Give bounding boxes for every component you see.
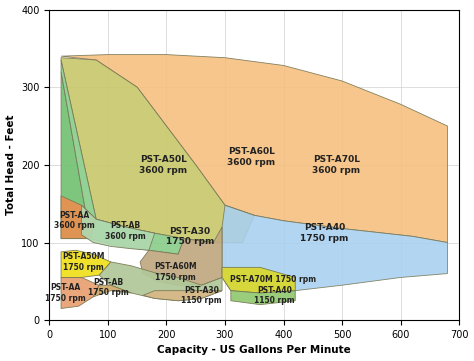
Polygon shape (61, 55, 447, 243)
Polygon shape (82, 205, 155, 250)
Polygon shape (222, 268, 295, 293)
Polygon shape (222, 205, 447, 293)
X-axis label: Capacity - US Gallons Per Minute: Capacity - US Gallons Per Minute (157, 345, 351, 356)
Text: PST-A50L
3600 rpm: PST-A50L 3600 rpm (139, 155, 188, 175)
Text: PST-A60L
3600 rpm: PST-A60L 3600 rpm (227, 147, 275, 167)
Polygon shape (93, 285, 131, 297)
Text: PST-A40
1750 rpm: PST-A40 1750 rpm (301, 223, 349, 243)
Polygon shape (61, 250, 111, 278)
Text: PST-A50M
1750 rpm: PST-A50M 1750 rpm (62, 252, 105, 271)
Polygon shape (61, 58, 254, 243)
Polygon shape (143, 291, 222, 301)
Text: PST-A70L
3600 rpm: PST-A70L 3600 rpm (312, 155, 360, 175)
Text: PST-A60M
1750 rpm: PST-A60M 1750 rpm (154, 262, 197, 282)
Text: PST-A30
1750 rpm: PST-A30 1750 rpm (166, 227, 214, 246)
Polygon shape (61, 60, 184, 254)
Text: PST-A70M 1750 rpm: PST-A70M 1750 rpm (230, 275, 316, 284)
Polygon shape (99, 262, 222, 301)
Polygon shape (61, 196, 96, 239)
Polygon shape (231, 291, 295, 305)
Text: PST-AA
1750 rpm: PST-AA 1750 rpm (46, 283, 86, 303)
Y-axis label: Total Head - Feet: Total Head - Feet (6, 114, 16, 215)
Text: PST-A30
1150 rpm: PST-A30 1150 rpm (181, 286, 222, 305)
Text: PST-AA
3600 rpm: PST-AA 3600 rpm (54, 211, 94, 230)
Text: PST-AB
3600 rpm: PST-AB 3600 rpm (105, 221, 146, 240)
Polygon shape (140, 227, 222, 285)
Text: PST-A40
1150 rpm: PST-A40 1150 rpm (255, 286, 295, 305)
Text: PST-AB
1750 rpm: PST-AB 1750 rpm (88, 278, 128, 297)
Polygon shape (61, 72, 91, 239)
Polygon shape (61, 278, 99, 309)
